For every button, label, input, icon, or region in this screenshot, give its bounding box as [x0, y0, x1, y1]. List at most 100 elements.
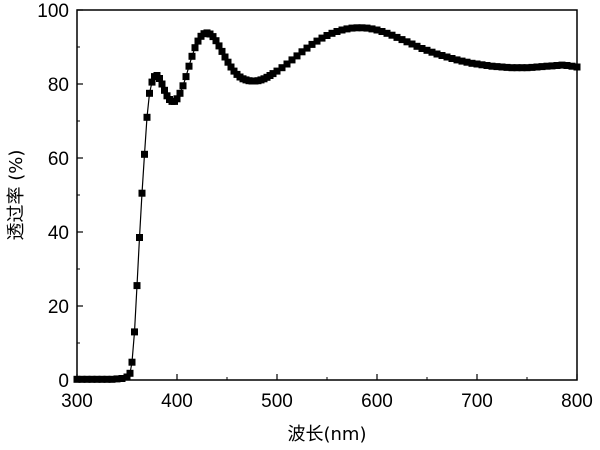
data-point-marker: [212, 37, 220, 45]
data-point-marker: [433, 50, 441, 58]
data-point-marker: [209, 33, 217, 41]
data-point-marker: [156, 75, 163, 82]
data-point-marker: [83, 375, 91, 383]
data-point-marker: [138, 189, 146, 197]
data-point-marker: [118, 375, 126, 382]
data-point-marker: [373, 26, 381, 34]
y-tick-label: 0: [58, 371, 69, 392]
data-point-marker: [103, 375, 111, 383]
data-point-marker: [348, 24, 356, 32]
data-point-marker: [148, 78, 156, 86]
data-point-marker: [133, 282, 141, 290]
y-tick-label: 100: [37, 1, 69, 22]
data-point-marker: [141, 150, 148, 158]
data-point-marker: [273, 67, 281, 75]
data-point-marker: [191, 44, 199, 52]
data-point-marker: [128, 358, 136, 366]
data-point-marker: [88, 375, 96, 383]
data-point-marker: [188, 52, 196, 60]
data-point-marker: [328, 29, 336, 37]
x-tick-label: 600: [361, 391, 393, 412]
data-point-marker: [498, 63, 506, 71]
data-point-marker: [78, 375, 86, 383]
x-tick-label: 300: [61, 391, 93, 412]
data-point-marker: [182, 73, 190, 81]
data-point-marker: [428, 48, 436, 56]
data-point-marker: [278, 64, 286, 72]
data-point-marker: [388, 31, 396, 39]
data-point-marker: [218, 47, 226, 55]
data-point-marker: [418, 45, 426, 52]
data-point-marker: [298, 48, 306, 56]
data-point-marker: [293, 52, 301, 60]
data-point-marker: [413, 42, 421, 50]
data-point-marker: [528, 63, 536, 71]
data-point-marker: [533, 63, 541, 71]
data-point-marker: [313, 37, 321, 45]
data-point-marker: [185, 62, 193, 70]
data-point-marker: [146, 89, 153, 97]
y-tick-label: 60: [48, 149, 69, 170]
data-point-marker: [563, 62, 571, 69]
data-point-marker: [221, 53, 229, 61]
data-point-marker: [358, 24, 366, 32]
data-point-marker: [363, 24, 371, 32]
data-point-marker: [98, 375, 106, 383]
data-point-marker: [403, 38, 411, 46]
data-point-marker: [338, 26, 346, 34]
data-point-marker: [303, 44, 311, 52]
data-point-marker: [308, 40, 316, 48]
series-layer: [73, 24, 581, 383]
data-point-marker: [131, 328, 138, 336]
data-point-marker: [493, 63, 501, 71]
x-tick-label: 800: [561, 391, 593, 412]
data-point-marker: [513, 64, 521, 72]
data-point-marker: [558, 61, 566, 69]
data-point-marker: [523, 64, 531, 72]
y-tick-label: 40: [48, 223, 69, 244]
data-point-marker: [318, 34, 326, 42]
x-tick-label: 400: [161, 391, 193, 412]
data-point-marker: [227, 63, 235, 71]
data-point-marker: [368, 25, 376, 33]
data-point-marker: [488, 62, 496, 70]
data-point-marker: [333, 28, 341, 35]
data-point-marker: [378, 28, 386, 35]
data-point-marker: [508, 64, 516, 72]
data-point-marker: [568, 62, 576, 70]
x-tick-label: 500: [261, 391, 293, 412]
data-point-marker: [518, 64, 526, 72]
data-point-marker: [438, 52, 446, 59]
data-point-marker: [158, 80, 166, 88]
y-tick-label: 20: [48, 297, 69, 318]
y-tick-label: 80: [48, 75, 69, 96]
data-point-marker: [173, 95, 181, 103]
data-point-marker: [548, 62, 556, 70]
tick-layer: 300 400 500 600 700 800 0 20 40 60 80 100: [37, 1, 593, 412]
data-point-marker: [323, 32, 331, 39]
data-point-marker: [283, 60, 291, 68]
data-point-marker: [408, 40, 416, 48]
data-point-marker: [458, 57, 466, 65]
data-point-marker: [398, 36, 406, 44]
data-point-marker: [453, 56, 461, 64]
data-point-marker: [553, 62, 561, 69]
data-point-marker: [269, 70, 277, 78]
data-point-marker: [179, 82, 187, 90]
data-point-marker: [113, 375, 121, 383]
data-point-marker: [215, 42, 223, 50]
data-point-marker: [573, 63, 581, 71]
data-point-marker: [161, 86, 168, 94]
data-point-marker: [468, 59, 476, 67]
data-point-marker: [288, 56, 296, 64]
data-point-marker: [393, 33, 401, 41]
data-point-marker: [353, 24, 361, 32]
data-point-marker: [93, 375, 101, 383]
data-point-marker: [163, 92, 171, 100]
x-axis-label: 波长(nm): [288, 424, 367, 445]
data-point-marker: [224, 58, 232, 66]
data-point-marker: [543, 62, 551, 70]
data-point-marker: [448, 55, 456, 62]
data-point-marker: [343, 25, 351, 33]
